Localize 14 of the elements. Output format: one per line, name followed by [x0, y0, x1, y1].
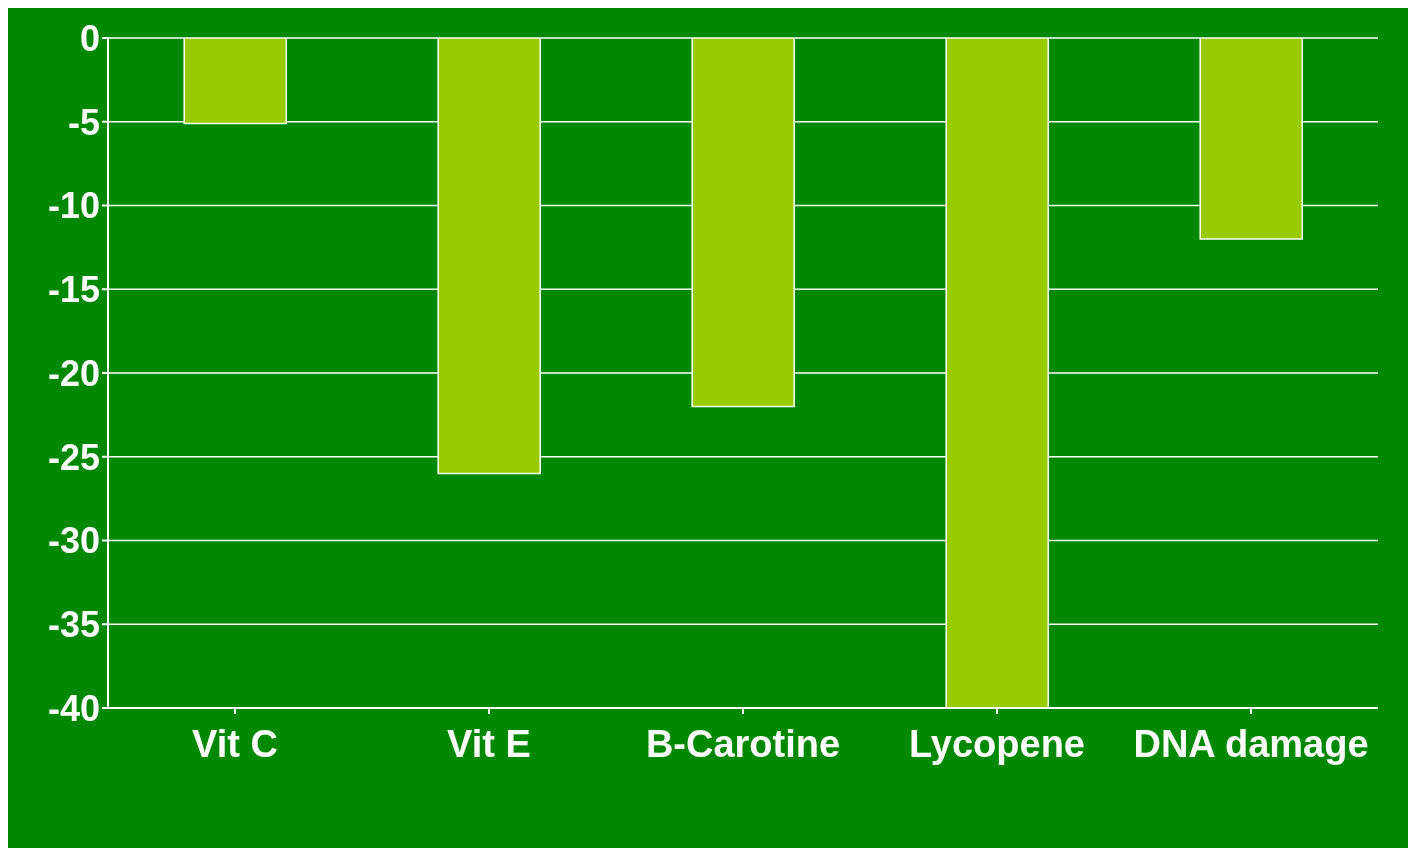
x-tick-label: Lycopene: [909, 722, 1085, 765]
y-tick-label: -5: [67, 101, 100, 143]
y-tick-label: -10: [47, 185, 100, 227]
x-tick-label: Vit E: [447, 722, 531, 765]
y-tick-label: -35: [47, 604, 100, 646]
y-tick-label: -25: [47, 436, 100, 478]
y-tick-label: -30: [47, 520, 100, 562]
x-tick-label: Vit C: [192, 722, 278, 765]
y-tick-label: -40: [47, 687, 100, 729]
y-tick-label: -20: [47, 352, 100, 394]
x-tick-label: DNA damage: [1133, 722, 1369, 765]
y-tick-label: 0: [79, 17, 100, 59]
y-tick-label: -15: [47, 269, 100, 311]
x-tick-label: B-Carotine: [645, 722, 841, 765]
